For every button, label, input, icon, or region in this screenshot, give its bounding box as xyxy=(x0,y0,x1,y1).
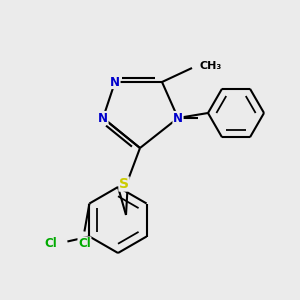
Text: CH₃: CH₃ xyxy=(200,61,222,71)
Text: N: N xyxy=(110,76,120,88)
Text: S: S xyxy=(119,177,129,191)
Text: Cl: Cl xyxy=(78,237,91,250)
Text: Cl: Cl xyxy=(45,237,57,250)
Text: N: N xyxy=(173,112,183,124)
Text: N: N xyxy=(98,112,108,124)
